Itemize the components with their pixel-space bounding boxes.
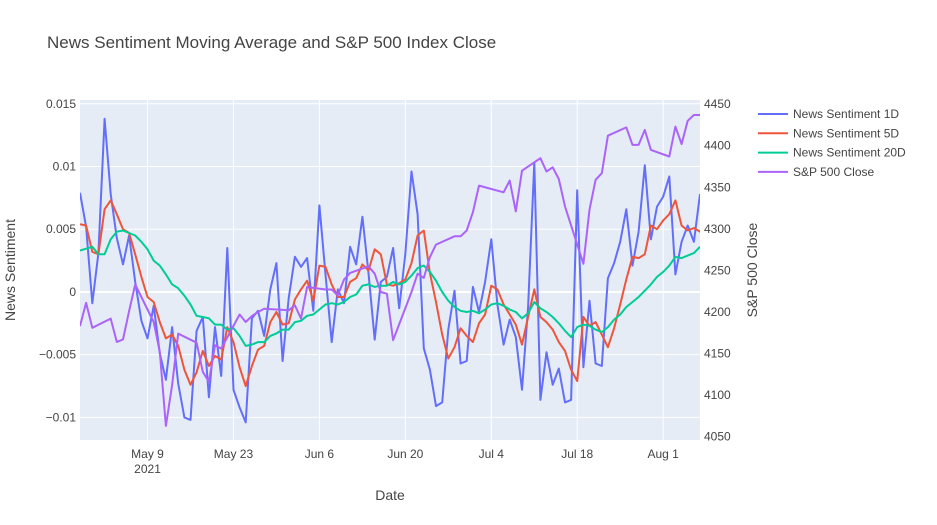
series-lines [80, 114, 700, 427]
legend-item[interactable]: News Sentiment 1D [758, 107, 899, 121]
legend-item[interactable]: News Sentiment 20D [758, 146, 906, 160]
y-tick-label: 0.005 [46, 222, 76, 236]
x-tick-label: May 9 [131, 447, 164, 461]
legend-label: News Sentiment 5D [793, 126, 899, 140]
y2-tick-label: 4200 [704, 305, 731, 319]
y2-tick-label: 4250 [704, 263, 731, 277]
series-line-0 [80, 117, 700, 424]
y-tick-label: −0.005 [39, 348, 76, 362]
chart-title: News Sentiment Moving Average and S&P 50… [47, 33, 497, 52]
y-tick-label: 0.01 [53, 159, 77, 173]
legend-item[interactable]: News Sentiment 5D [758, 126, 899, 140]
legend-label: S&P 500 Close [793, 165, 874, 179]
y2-axis-title: S&P 500 Close [744, 222, 760, 317]
legend-label: News Sentiment 20D [793, 146, 906, 160]
series-line-2 [80, 229, 700, 347]
x-tick-label: Jul 18 [561, 447, 593, 461]
x-tick-label: Jun 6 [305, 447, 335, 461]
y2-tick-label: 4100 [704, 388, 731, 402]
y-tick-label: −0.01 [46, 410, 77, 424]
y2-tick-label: 4300 [704, 222, 731, 236]
y-axis-title: News Sentiment [2, 219, 18, 321]
legend-label: News Sentiment 1D [793, 107, 899, 121]
plot-background [80, 100, 700, 440]
y2-tick-label: 4350 [704, 180, 731, 194]
y2-tick-label: 4400 [704, 139, 731, 153]
x-tick-year: 2021 [134, 462, 161, 476]
x-tick-label: Aug 1 [647, 447, 679, 461]
x-tick-label: May 23 [214, 447, 254, 461]
x-tick-label: Jul 4 [479, 447, 505, 461]
x-tick-label: Jun 20 [387, 447, 423, 461]
series-line-3 [80, 114, 700, 427]
y2-tick-label: 4450 [704, 97, 731, 111]
x-axis-title: Date [375, 487, 405, 503]
y2-tick-label: 4050 [704, 430, 731, 444]
y-tick-label: 0.015 [46, 97, 76, 111]
gridlines [80, 100, 700, 440]
y-tick-label: 0 [69, 285, 76, 299]
series-line-1 [80, 199, 700, 388]
y2-tick-label: 4150 [704, 347, 731, 361]
legend[interactable]: News Sentiment 1D News Sentiment 5D News S… [758, 107, 906, 179]
legend-item[interactable]: S&P 500 Close [758, 165, 874, 179]
